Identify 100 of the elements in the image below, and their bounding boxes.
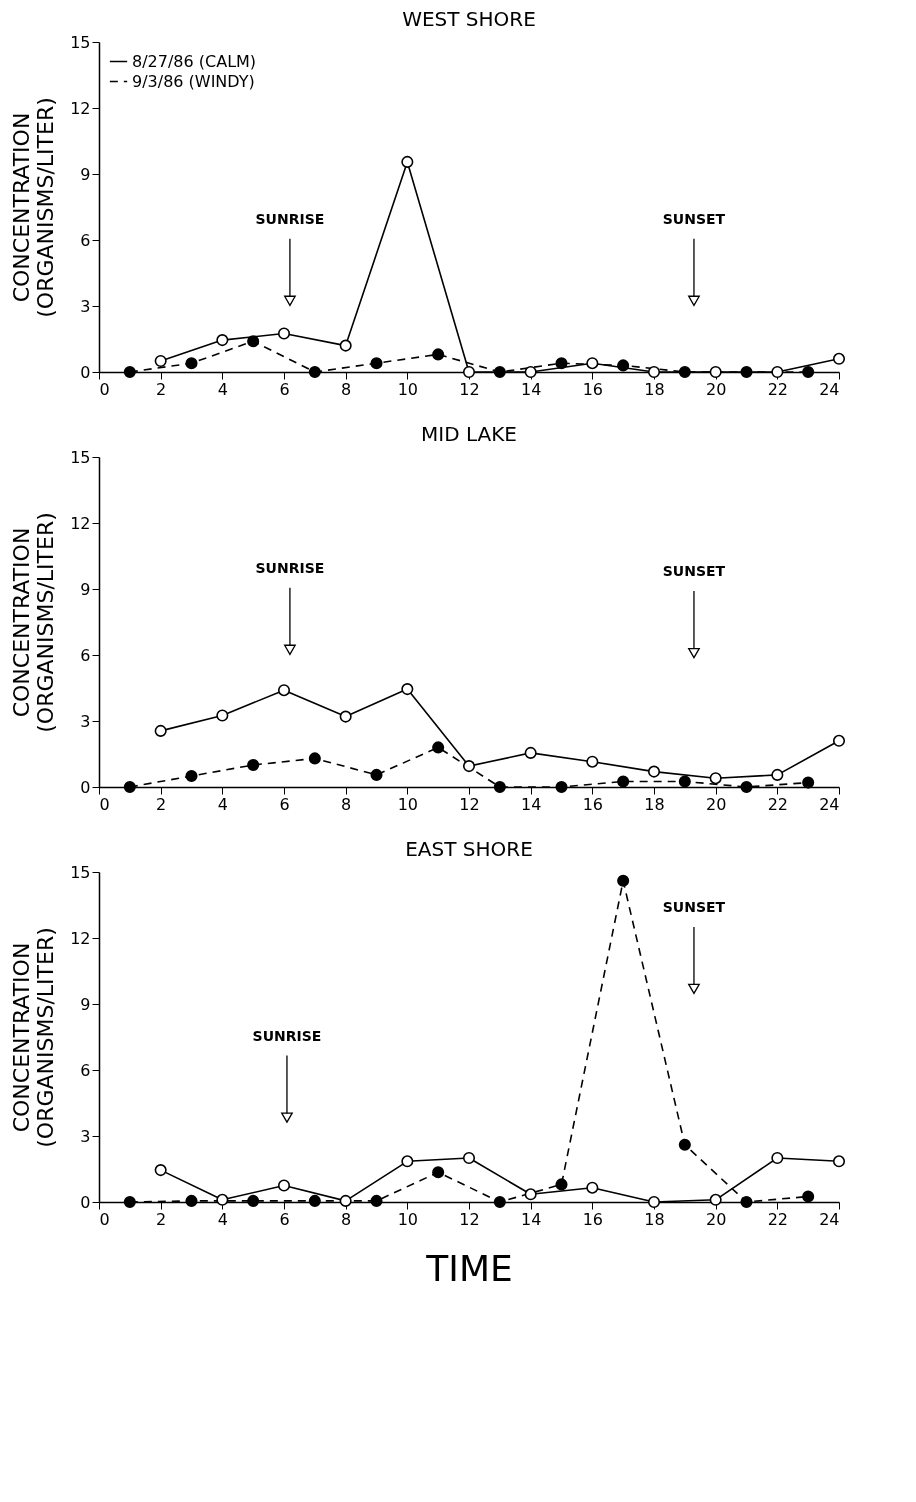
point — [123, 365, 136, 379]
x-tick-label: 18 — [644, 794, 665, 814]
x-tick-label: 24 — [819, 794, 840, 814]
y-tick-label: 3 — [80, 711, 91, 731]
point — [462, 760, 476, 773]
point — [524, 365, 537, 379]
x-tick-label: 18 — [644, 379, 665, 399]
x-tick-label: 20 — [705, 794, 727, 814]
point — [154, 354, 167, 368]
point — [771, 365, 784, 379]
x-tick-label: 12 — [459, 794, 480, 814]
x-tick-label: 16 — [582, 1209, 604, 1229]
x-tick-label: 0 — [99, 379, 110, 399]
x-tick-label: 22 — [767, 379, 789, 399]
x-tick-label: 10 — [397, 379, 419, 399]
x-tick-label: 22 — [767, 794, 789, 814]
point — [771, 768, 784, 781]
point — [555, 1178, 568, 1191]
point — [586, 755, 599, 768]
x-tick-label: 20 — [705, 379, 727, 399]
point — [247, 758, 260, 772]
point — [247, 1194, 260, 1207]
point — [123, 780, 136, 794]
point — [740, 780, 753, 794]
point — [832, 1155, 846, 1168]
y-tick-label: 3 — [80, 1126, 91, 1146]
point — [709, 772, 722, 785]
x-tick-label: 0 — [99, 1209, 110, 1229]
point — [462, 1151, 476, 1165]
point — [678, 775, 691, 788]
x-tick-label: 10 — [397, 794, 419, 814]
point — [401, 1155, 414, 1168]
legend-label: 8/27/86 (CALM) — [132, 51, 257, 71]
y-tick-label: 6 — [80, 645, 91, 665]
point — [216, 709, 229, 722]
point — [802, 365, 815, 379]
y-tick-label: 0 — [80, 777, 91, 797]
point — [709, 1193, 722, 1206]
point — [277, 327, 291, 340]
point — [740, 365, 753, 379]
point — [370, 357, 383, 370]
y-tick-label: 0 — [80, 362, 91, 382]
y-tick-label: 6 — [80, 1060, 91, 1080]
point — [617, 775, 630, 788]
point — [462, 365, 476, 379]
x-tick-label: 24 — [819, 379, 840, 399]
point — [123, 1195, 136, 1209]
x-axis-title: TIME — [425, 1247, 513, 1289]
y-tick-label: 12 — [70, 928, 91, 948]
point — [709, 365, 722, 379]
point — [586, 357, 599, 370]
x-tick-label: 2 — [156, 379, 167, 399]
y-tick-label: 9 — [80, 579, 91, 599]
legend-label: 9/3/86 (WINDY) — [132, 71, 255, 91]
x-tick-label: 6 — [279, 1209, 290, 1229]
chart-title: WEST SHORE — [402, 7, 536, 31]
x-tick-label: 4 — [217, 379, 228, 399]
point — [277, 684, 291, 697]
point — [524, 1188, 537, 1201]
y-tick-label: 9 — [80, 164, 91, 184]
point — [216, 334, 229, 347]
y-axis-title: CONCENTRATION (ORGANISMS/LITER) — [9, 512, 59, 733]
x-tick-label: 14 — [520, 379, 542, 399]
y-tick-label: 15 — [70, 447, 91, 467]
point — [432, 1166, 445, 1179]
x-tick-label: 2 — [156, 1209, 167, 1229]
point — [154, 1164, 167, 1177]
point — [678, 1138, 691, 1151]
x-tick-label: 8 — [341, 794, 352, 814]
point — [832, 352, 846, 365]
point — [802, 1190, 815, 1203]
point — [370, 1194, 383, 1207]
point — [832, 734, 846, 747]
x-tick-label: 18 — [644, 1209, 665, 1229]
point — [216, 1193, 229, 1206]
point — [401, 155, 414, 168]
point — [740, 1195, 753, 1209]
point — [771, 1151, 784, 1165]
point — [555, 780, 568, 794]
y-tick-label: 3 — [80, 296, 91, 316]
point — [524, 746, 537, 759]
point — [339, 710, 352, 723]
y-tick-label: 6 — [80, 230, 91, 250]
y-tick-label: 9 — [80, 994, 91, 1014]
point — [586, 1181, 599, 1194]
x-tick-label: 12 — [459, 379, 480, 399]
x-tick-label: 4 — [217, 1209, 228, 1229]
point — [647, 765, 661, 778]
annotation: SUNRISE — [252, 1027, 322, 1044]
point — [555, 357, 568, 370]
point — [339, 1194, 352, 1207]
chart-title: MID LAKE — [421, 422, 517, 446]
y-tick-label: 15 — [70, 862, 91, 882]
x-tick-label: 14 — [520, 794, 542, 814]
x-tick-label: 12 — [459, 1209, 480, 1229]
annotation: SUNSET — [662, 563, 726, 580]
y-tick-label: 12 — [70, 513, 91, 533]
point — [493, 365, 506, 379]
point — [308, 752, 321, 765]
x-tick-label: 0 — [99, 794, 110, 814]
